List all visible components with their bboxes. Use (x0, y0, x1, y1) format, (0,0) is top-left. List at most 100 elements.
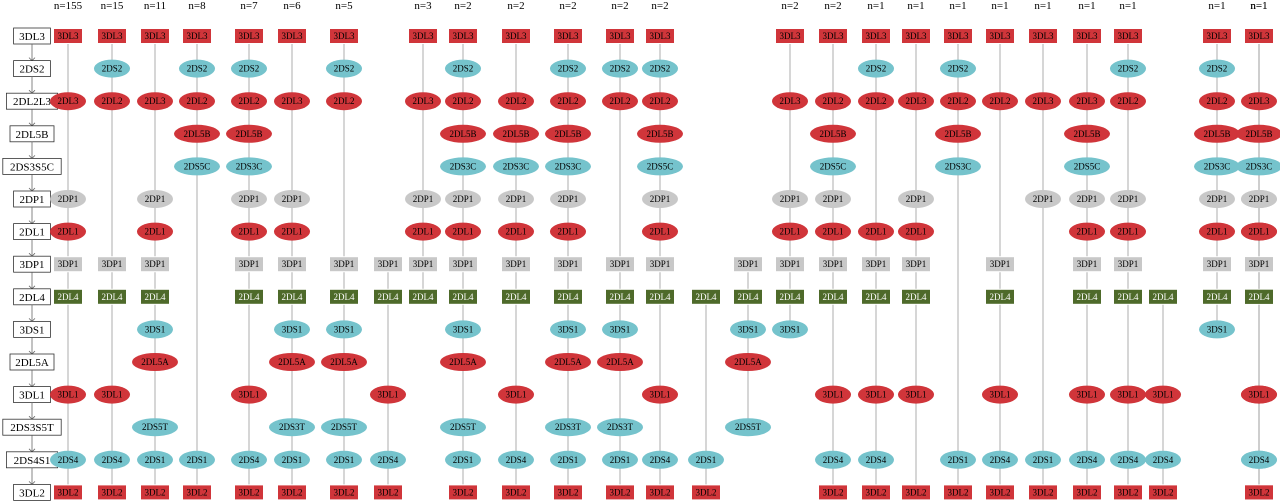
gene-node-label: 2DL5B (450, 129, 477, 139)
gene-node-label: 2DL1 (413, 227, 434, 237)
gene-node-label: 2DS4 (1118, 455, 1139, 465)
gene-node-label: 2DS2 (948, 64, 969, 74)
gene-node-3ds1: 3DS1 (550, 320, 586, 339)
gene-node-label: 2DL4 (1249, 292, 1270, 302)
gene-node-2dl5b: 2DL5B (440, 124, 486, 143)
gene-node-3dl3: 3DL3 (646, 29, 674, 43)
axis-gene-2ds3s5c: 2DS3S5C (2, 157, 62, 175)
gene-node-2dl4: 2DL4 (449, 289, 477, 304)
gene-node-2dl5a: 2DL5A (545, 353, 591, 371)
gene-node-label: 3DL2 (990, 487, 1011, 497)
gene-node-label: 3DL3 (823, 31, 844, 41)
gene-node-label: 2DP1 (1033, 194, 1054, 204)
gene-node-label: 3DL1 (650, 390, 671, 400)
gene-node-2dl2: 2DL2 (602, 92, 638, 111)
gene-node-label: 2DS1 (558, 455, 579, 465)
axis-gene-label: 3DL2 (19, 487, 45, 499)
gene-node-label: 2DS1 (1033, 455, 1054, 465)
gene-node-3dl3: 3DL3 (449, 29, 477, 43)
gene-node-2dp1: 2DP1 (231, 190, 267, 208)
haplotype-count: n=6 (283, 0, 301, 12)
gene-node-label: 3DP1 (780, 259, 801, 269)
gene-node-label: 3DL2 (1118, 487, 1139, 497)
gene-node-label: 3DL2 (866, 487, 887, 497)
gene-node-2dl4: 2DL4 (692, 289, 720, 304)
axis-gene-label: 2DL4 (19, 292, 45, 304)
axis-gene-2dl2l3: 2DL2L3 (6, 92, 59, 110)
gene-node-2dl5a: 2DL5A (132, 353, 178, 371)
gene-node-3dl2: 3DL2 (98, 485, 126, 500)
gene-node-label: 2DP1 (650, 194, 671, 204)
gene-node-2dp1: 2DP1 (815, 190, 851, 208)
gene-node-label: 3DL3 (780, 31, 801, 41)
gene-node-label: 2DS4 (102, 455, 123, 465)
gene-node-2ds4: 2DS4 (1241, 450, 1277, 469)
haplotype-count: n=1 (1034, 0, 1051, 12)
gene-node-label: 2DS1 (610, 455, 631, 465)
gene-node-2dp1: 2DP1 (498, 190, 534, 208)
gene-node-label: 2DS2 (1207, 64, 1228, 74)
gene-node-label: 2DL1 (823, 227, 844, 237)
gene-node-2dl2: 2DL2 (445, 92, 481, 111)
gene-node-label: 2DL1 (145, 227, 166, 237)
gene-node-label: 2DL2 (990, 96, 1011, 106)
gene-node-3dl2: 3DL2 (554, 485, 582, 500)
gene-node-2dl5b: 2DL5B (935, 124, 981, 143)
gene-node-2ds5t: 2DS5T (321, 418, 367, 437)
gene-node-label: 2DL3 (282, 96, 303, 106)
gene-node-label: 2DL1 (780, 227, 801, 237)
gene-node-3dp1: 3DP1 (1114, 257, 1142, 272)
gene-node-label: 2DL2 (1207, 96, 1228, 106)
gene-node-2ds1: 2DS1 (445, 450, 481, 469)
gene-node-label: 2DL4 (506, 292, 527, 302)
gene-node-3dl2: 3DL2 (902, 485, 930, 500)
axis-gene-label: 3DL3 (19, 31, 45, 43)
gene-node-label: 3DP1 (1077, 259, 1098, 269)
gene-node-3dl2: 3DL2 (1029, 485, 1057, 500)
gene-node-label: 2DL4 (58, 292, 79, 302)
gene-node-label: 2DL4 (610, 292, 631, 302)
gene-node-label: 2DS2 (453, 64, 474, 74)
gene-node-label: 2DL4 (378, 292, 399, 302)
gene-node-label: 2DS3T (555, 422, 582, 432)
gene-node-2dp1: 2DP1 (445, 190, 481, 208)
gene-node-2dl1: 2DL1 (1199, 222, 1235, 241)
gene-node-label: 3DL2 (1077, 487, 1098, 497)
haplotype-nodes: 3DL3 2DL3 2DP1 2DL1 3DP1 2DL4 3DL1 2DS4 3DL2 3DL3… (50, 29, 1280, 500)
gene-node-label: 2DS1 (145, 455, 166, 465)
gene-node-label: 3DL2 (948, 487, 969, 497)
gene-node-2dp1: 2DP1 (1025, 190, 1061, 208)
gene-node-3dl3: 3DL3 (183, 29, 211, 43)
gene-node-3dl2: 3DL2 (692, 485, 720, 500)
gene-node-3dl1: 3DL1 (370, 385, 406, 404)
gene-node-label: 2DL4 (1153, 292, 1174, 302)
gene-node-label: 2DS4 (239, 455, 260, 465)
gene-node-label: 2DL1 (506, 227, 527, 237)
axis-gene-2dl1: 2DL1 (13, 223, 51, 241)
gene-node-label: 2DP1 (1077, 194, 1098, 204)
gene-node-label: 3DL2 (145, 487, 166, 497)
gene-node-label: 2DL5A (734, 357, 762, 367)
gene-node-2dl4: 2DL4 (502, 289, 530, 304)
gene-node-label: 2DL1 (1077, 227, 1098, 237)
gene-node-2dl2: 2DL2 (179, 92, 215, 111)
gene-node-label: 2DL1 (239, 227, 260, 237)
gene-node-label: 3DL2 (1033, 487, 1054, 497)
gene-node-3dl1: 3DL1 (231, 385, 267, 404)
gene-node-3dl1: 3DL1 (1069, 385, 1105, 404)
gene-node-2dl5b: 2DL5B (810, 124, 856, 143)
gene-node-3dl2: 3DL2 (374, 485, 402, 500)
gene-node-label: 3DL2 (1153, 487, 1174, 497)
gene-node-2ds1: 2DS1 (550, 450, 586, 469)
gene-node-3dl3: 3DL3 (278, 29, 306, 43)
gene-node-3dl3: 3DL3 (606, 29, 634, 43)
gene-node-3dl2: 3DL2 (986, 485, 1014, 500)
gene-node-label: 3DP1 (1118, 259, 1139, 269)
gene-node-3dp1: 3DP1 (409, 257, 437, 272)
gene-node-2dl4: 2DL4 (1149, 289, 1177, 304)
gene-node-2dl1: 2DL1 (642, 222, 678, 241)
gene-node-label: 2DS1 (696, 455, 717, 465)
gene-node-label: 2DS2 (102, 64, 123, 74)
gene-node-3dp1: 3DP1 (1203, 257, 1231, 272)
